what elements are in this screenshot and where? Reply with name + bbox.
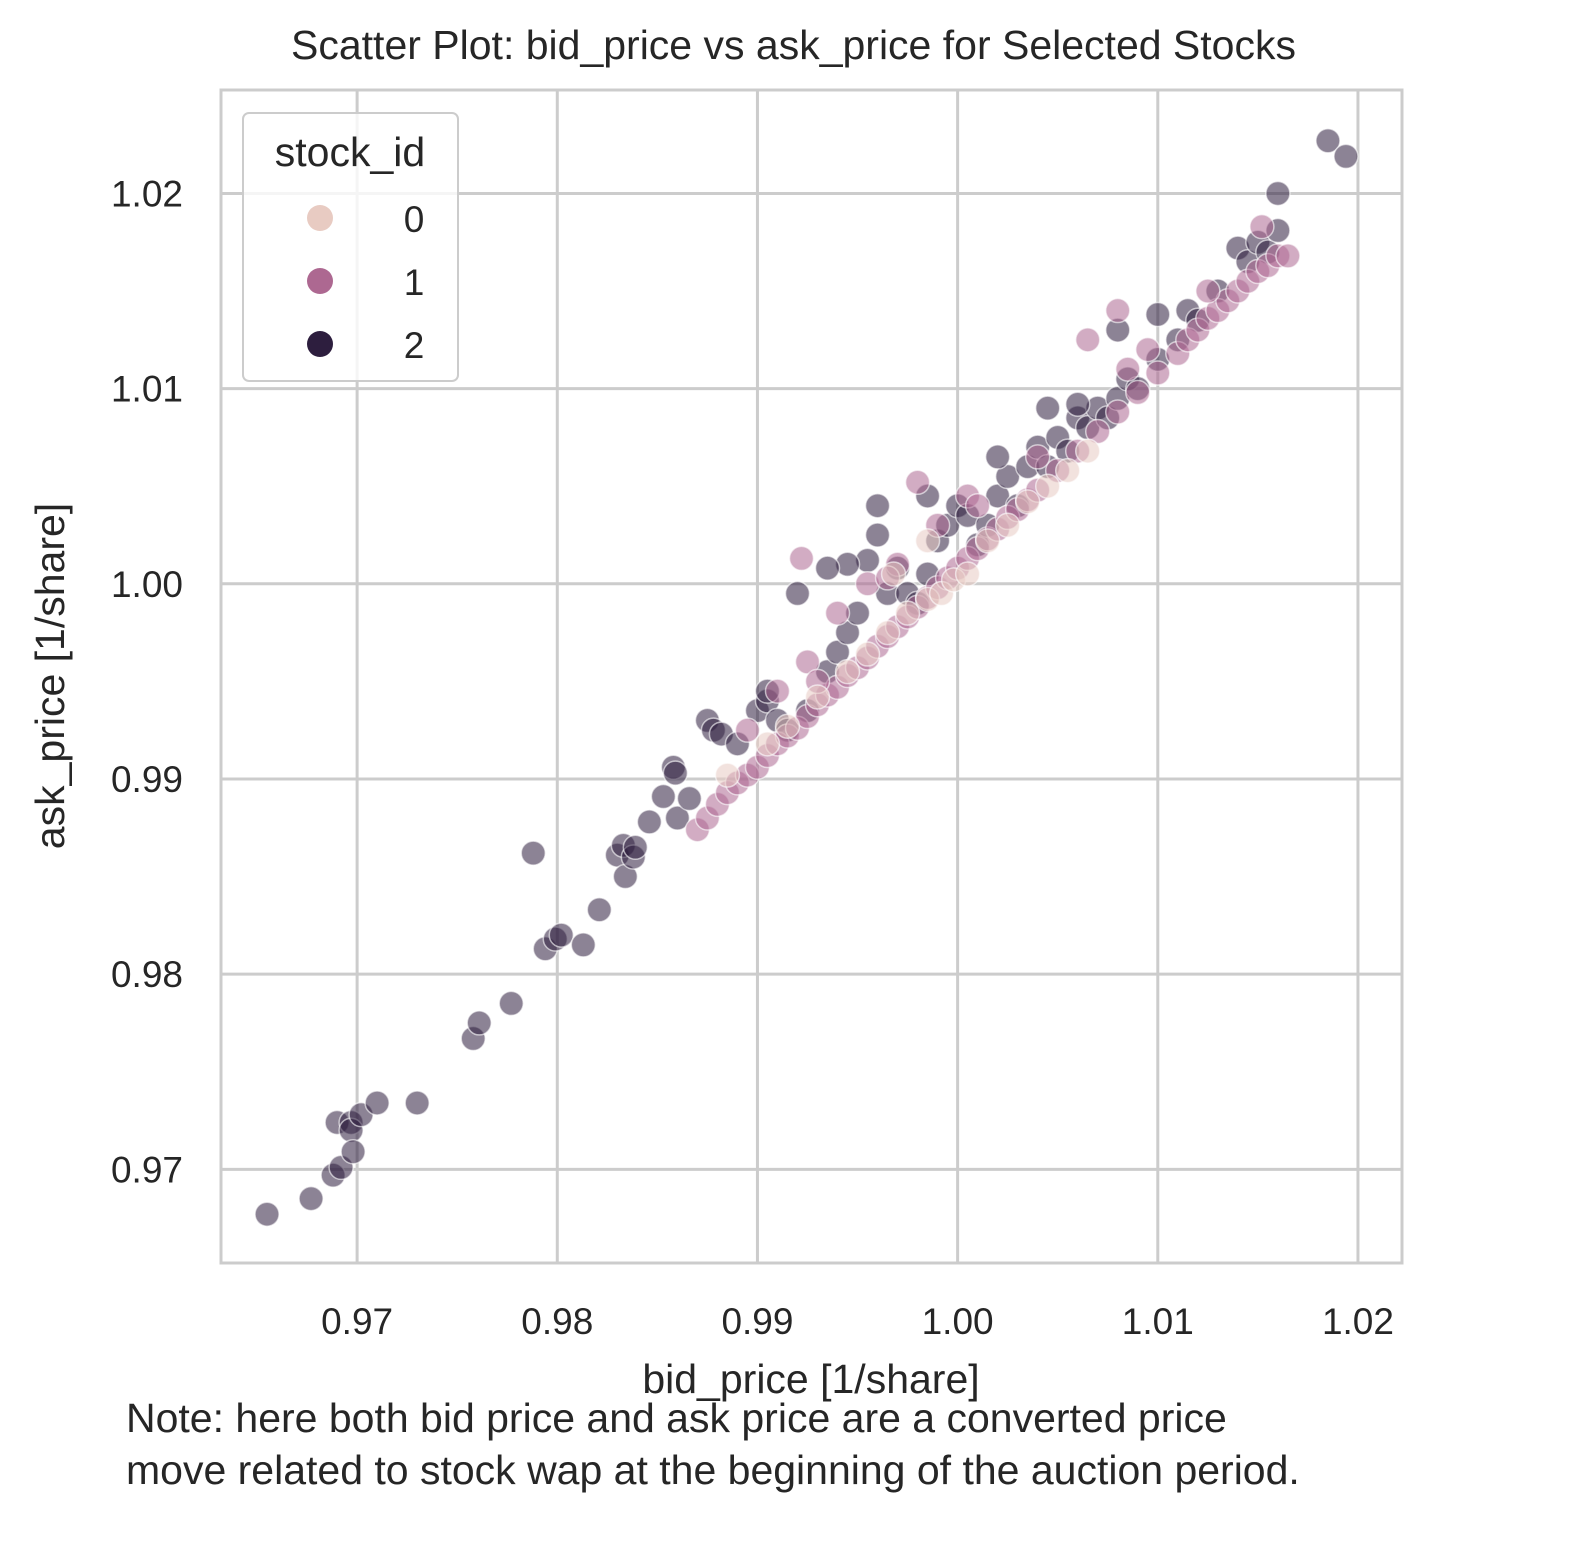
scatter-point <box>636 809 663 835</box>
scatter-point <box>1315 127 1341 154</box>
scatter-point <box>904 469 931 496</box>
x-tick-label: 1.02 <box>1322 1301 1394 1342</box>
legend-items: 0 1 2 <box>307 199 424 366</box>
legend-marker-0 <box>307 205 333 231</box>
scatter-point <box>788 545 815 572</box>
legend-marker-2 <box>307 331 333 357</box>
chart-title: Scatter Plot: bid_price vs ask_price for… <box>291 22 1296 68</box>
scatter-point <box>1265 180 1291 207</box>
scatter-points <box>254 127 1359 1227</box>
y-tick-label: 1.02 <box>111 173 183 214</box>
scatter-point <box>586 896 613 923</box>
scatter-point <box>774 713 801 740</box>
y-tick-label: 0.97 <box>111 1149 183 1190</box>
scatter-point <box>1249 213 1275 240</box>
footnote-line-1: Note: here both bid price and ask price … <box>126 1395 1227 1441</box>
scatter-point <box>676 785 703 812</box>
scatter-point <box>1054 457 1081 484</box>
scatter-point <box>834 658 861 685</box>
scatter-point <box>1014 489 1041 515</box>
scatter-point <box>1074 327 1101 353</box>
scatter-point <box>914 528 941 554</box>
x-tick-label: 1.01 <box>1122 1301 1194 1342</box>
scatter-point <box>650 783 677 810</box>
scatter-point <box>1135 336 1161 363</box>
x-tick-label: 0.97 <box>321 1301 393 1342</box>
scatter-point <box>804 684 831 710</box>
scatter-point <box>498 990 524 1017</box>
scatter-point <box>894 600 921 626</box>
scatter-point <box>1064 391 1091 417</box>
legend-box <box>242 112 459 382</box>
scatter-point <box>254 1201 280 1227</box>
legend-label-0: 0 <box>404 199 425 240</box>
y-tick-label: 0.99 <box>111 759 183 800</box>
grid <box>221 90 1402 1263</box>
scatter-point <box>1115 356 1141 382</box>
scatter-point <box>570 932 597 958</box>
scatter-point <box>880 561 907 587</box>
scatter-point <box>1074 438 1101 464</box>
scatter-point <box>622 834 649 861</box>
x-tick-label: 1.00 <box>922 1301 994 1342</box>
scatter-point <box>520 840 547 866</box>
scatter-point <box>548 922 575 948</box>
scatter-point <box>1024 444 1051 470</box>
scatter-point <box>1125 379 1151 406</box>
legend-marker-1 <box>307 268 333 294</box>
legend-label-2: 2 <box>404 325 425 366</box>
scatter-point <box>864 492 891 519</box>
scatter-point <box>1275 243 1301 269</box>
scatter-point <box>1105 297 1131 324</box>
scatter-point <box>466 1010 492 1036</box>
x-axis-label: bid_price [1/share] <box>642 1356 979 1402</box>
scatter-point <box>984 444 1011 470</box>
y-tick-label: 1.00 <box>111 564 183 605</box>
y-axis-label: ask_price [1/share] <box>27 503 73 849</box>
scatter-point <box>404 1090 430 1116</box>
scatter-point <box>298 1185 324 1212</box>
x-tick-labels: 0.97 0.98 0.99 1.00 1.01 1.02 <box>321 1301 1394 1342</box>
legend-label-1: 1 <box>404 262 425 303</box>
scatter-point <box>954 561 981 587</box>
scatter-point <box>340 1139 366 1165</box>
plot-frame <box>219 88 1404 1265</box>
scatter-point <box>714 762 741 788</box>
scatter-point <box>1034 473 1061 499</box>
scatter-point <box>1034 395 1061 421</box>
scatter-point <box>964 492 991 519</box>
scatter-point <box>1105 399 1131 425</box>
scatter-point <box>662 760 689 786</box>
scatter-point <box>664 805 691 831</box>
scatter-point <box>814 555 841 581</box>
series-0-points <box>714 438 1101 788</box>
scatter-point <box>994 512 1021 538</box>
scatter-point <box>874 619 901 646</box>
legend-title: stock_id <box>275 129 425 175</box>
scatter-point <box>1145 360 1171 386</box>
y-tick-labels: 0.97 0.98 0.99 1.00 1.01 1.02 <box>111 173 183 1190</box>
footnote: Note: here both bid price and ask price … <box>126 1392 1300 1496</box>
y-tick-label: 0.98 <box>111 954 183 995</box>
scatter-point <box>734 717 761 743</box>
scatter-point <box>854 641 881 667</box>
legend: stock_id 0 1 2 <box>242 112 459 382</box>
scatter-point <box>1333 143 1359 170</box>
x-tick-label: 0.99 <box>721 1301 793 1342</box>
scatter-point <box>1145 301 1171 328</box>
scatter-point <box>764 678 791 704</box>
scatter-point <box>784 580 811 607</box>
footnote-line-2: move related to stock wap at the beginni… <box>126 1447 1300 1493</box>
y-tick-label: 1.01 <box>111 369 183 410</box>
scatter-point <box>754 731 781 757</box>
scatter-point <box>364 1090 390 1116</box>
scatter-point <box>1195 278 1221 304</box>
x-tick-label: 0.98 <box>521 1301 593 1342</box>
scatter-point <box>864 522 891 548</box>
scatter-point <box>824 600 851 626</box>
scatter-point <box>974 528 1001 554</box>
